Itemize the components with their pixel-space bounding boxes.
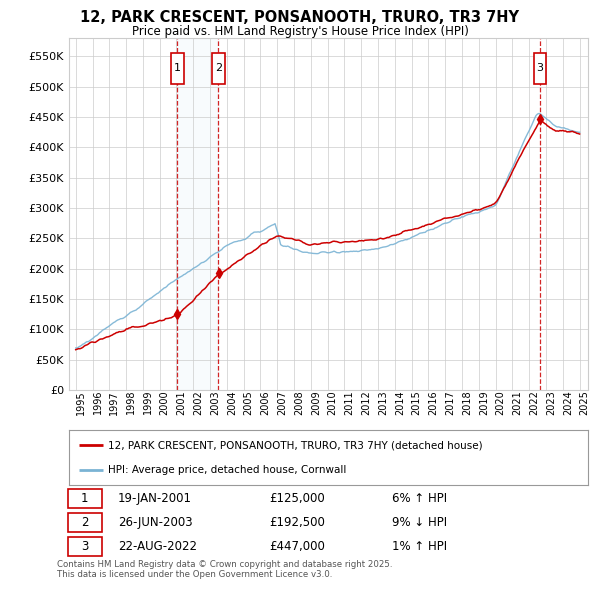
Text: 12, PARK CRESCENT, PONSANOOTH, TRURO, TR3 7HY (detached house): 12, PARK CRESCENT, PONSANOOTH, TRURO, TR… [108, 440, 482, 450]
Text: 1999: 1999 [143, 390, 153, 415]
Text: 1997: 1997 [109, 390, 119, 415]
Text: 19-JAN-2001: 19-JAN-2001 [118, 492, 192, 505]
Text: 2: 2 [81, 516, 89, 529]
Bar [533, 53, 547, 84]
Text: 12, PARK CRESCENT, PONSANOOTH, TRURO, TR3 7HY: 12, PARK CRESCENT, PONSANOOTH, TRURO, TR… [80, 9, 520, 25]
Text: 1: 1 [174, 63, 181, 73]
Text: 1: 1 [81, 492, 89, 505]
Text: 2023: 2023 [546, 390, 556, 415]
Text: 22-AUG-2022: 22-AUG-2022 [118, 540, 197, 553]
Text: 2010: 2010 [328, 390, 338, 415]
Text: 2001: 2001 [176, 390, 187, 415]
Bar [178, 38, 218, 390]
Text: 2000: 2000 [160, 390, 170, 415]
Text: £447,000: £447,000 [269, 540, 325, 553]
Text: 2011: 2011 [344, 390, 355, 415]
Text: 2: 2 [215, 63, 222, 73]
Text: 2024: 2024 [563, 390, 573, 415]
Text: Contains HM Land Registry data © Crown copyright and database right 2025.
This d: Contains HM Land Registry data © Crown c… [57, 560, 392, 579]
Text: 2009: 2009 [311, 390, 321, 415]
Bar [68, 489, 102, 508]
Text: 1% ↑ HPI: 1% ↑ HPI [392, 540, 446, 553]
Text: 1995: 1995 [76, 390, 86, 415]
Text: 2020: 2020 [496, 390, 506, 415]
Text: 3: 3 [536, 63, 544, 73]
Text: 2017: 2017 [445, 390, 455, 415]
Bar [68, 513, 102, 532]
Text: £192,500: £192,500 [269, 516, 325, 529]
Text: 2008: 2008 [294, 390, 304, 415]
Text: 2012: 2012 [361, 390, 371, 415]
Text: 3: 3 [81, 540, 89, 553]
Text: HPI: Average price, detached house, Cornwall: HPI: Average price, detached house, Corn… [108, 464, 346, 474]
Text: 9% ↓ HPI: 9% ↓ HPI [392, 516, 446, 529]
Text: 2021: 2021 [512, 390, 523, 415]
Text: 2015: 2015 [412, 390, 422, 415]
Text: 2006: 2006 [260, 390, 271, 415]
Text: 2007: 2007 [277, 390, 287, 415]
Text: 2002: 2002 [193, 390, 203, 415]
Text: 2019: 2019 [479, 390, 489, 415]
Bar [68, 537, 102, 556]
Text: 6% ↑ HPI: 6% ↑ HPI [392, 492, 446, 505]
Text: 2018: 2018 [462, 390, 472, 415]
Bar [212, 53, 225, 84]
Text: £125,000: £125,000 [269, 492, 325, 505]
Text: 2022: 2022 [529, 390, 539, 415]
Text: 1998: 1998 [126, 390, 136, 415]
Text: 2014: 2014 [395, 390, 405, 415]
Text: 2004: 2004 [227, 390, 237, 415]
Text: 2013: 2013 [378, 390, 388, 415]
Text: 2016: 2016 [428, 390, 439, 415]
Text: 1996: 1996 [92, 390, 103, 415]
Text: 2005: 2005 [244, 390, 254, 415]
Text: 26-JUN-2003: 26-JUN-2003 [118, 516, 193, 529]
Text: Price paid vs. HM Land Registry's House Price Index (HPI): Price paid vs. HM Land Registry's House … [131, 25, 469, 38]
Text: 2025: 2025 [580, 390, 590, 415]
Text: 2003: 2003 [210, 390, 220, 415]
Bar [171, 53, 184, 84]
